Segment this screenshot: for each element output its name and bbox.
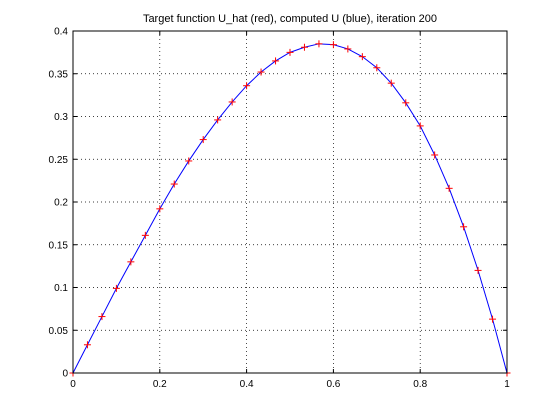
data-point-marker: [416, 122, 424, 130]
x-tick-label: 1: [504, 379, 510, 390]
y-tick-label: 0: [62, 369, 68, 380]
data-point-marker: [286, 48, 294, 56]
x-tick-label: 0.4: [240, 379, 254, 390]
data-point-marker: [98, 313, 106, 321]
data-point-marker: [257, 68, 265, 76]
data-point-marker: [170, 180, 178, 188]
data-point-marker: [243, 82, 251, 90]
data-point-marker: [387, 79, 395, 87]
data-point-marker: [228, 98, 236, 106]
y-tick-label: 0.1: [54, 283, 68, 294]
data-point-marker: [141, 231, 149, 239]
data-point-marker: [474, 266, 482, 274]
x-tick-label: 0.8: [413, 379, 427, 390]
data-point-marker: [300, 43, 308, 51]
chart-title: Target function U_hat (red), computed U …: [143, 13, 437, 25]
x-tick-label: 0.6: [326, 379, 340, 390]
data-point-marker: [431, 151, 439, 159]
data-point-marker: [329, 41, 337, 49]
x-tick-label: 0: [70, 379, 76, 390]
data-point-marker: [460, 223, 468, 231]
data-point-marker: [199, 136, 207, 144]
data-point-marker: [127, 258, 135, 266]
data-point-marker: [402, 99, 410, 107]
y-tick-label: 0.15: [49, 240, 69, 251]
series-layer: [69, 40, 511, 377]
data-point-marker: [373, 64, 381, 72]
data-point-marker: [445, 184, 453, 192]
y-tick-label: 0.3: [54, 112, 68, 123]
x-tick-label: 0.2: [153, 379, 167, 390]
data-point-marker: [112, 284, 120, 292]
ticks: 0 0.2 0.4 0.6 0.8 1 0 0.05 0.1 0.15 0.2 0.25 0.3 0.35…: [49, 27, 511, 391]
data-point-marker: [344, 45, 352, 53]
y-tick-label: 0.05: [49, 326, 69, 337]
data-point-marker: [489, 315, 497, 323]
data-point-marker: [156, 205, 164, 213]
data-point-marker: [83, 341, 91, 349]
grid-lines: [73, 31, 507, 373]
data-point-marker: [214, 116, 222, 124]
series-line-0: [72, 43, 508, 374]
data-point-marker: [315, 40, 323, 48]
data-point-marker: [358, 53, 366, 61]
y-tick-label: 0.35: [49, 69, 69, 80]
data-point-marker: [272, 57, 280, 65]
data-point-marker: [185, 157, 193, 165]
y-tick-label: 0.25: [49, 155, 69, 166]
y-tick-label: 0.4: [54, 27, 68, 38]
y-tick-label: 0.2: [54, 198, 68, 209]
